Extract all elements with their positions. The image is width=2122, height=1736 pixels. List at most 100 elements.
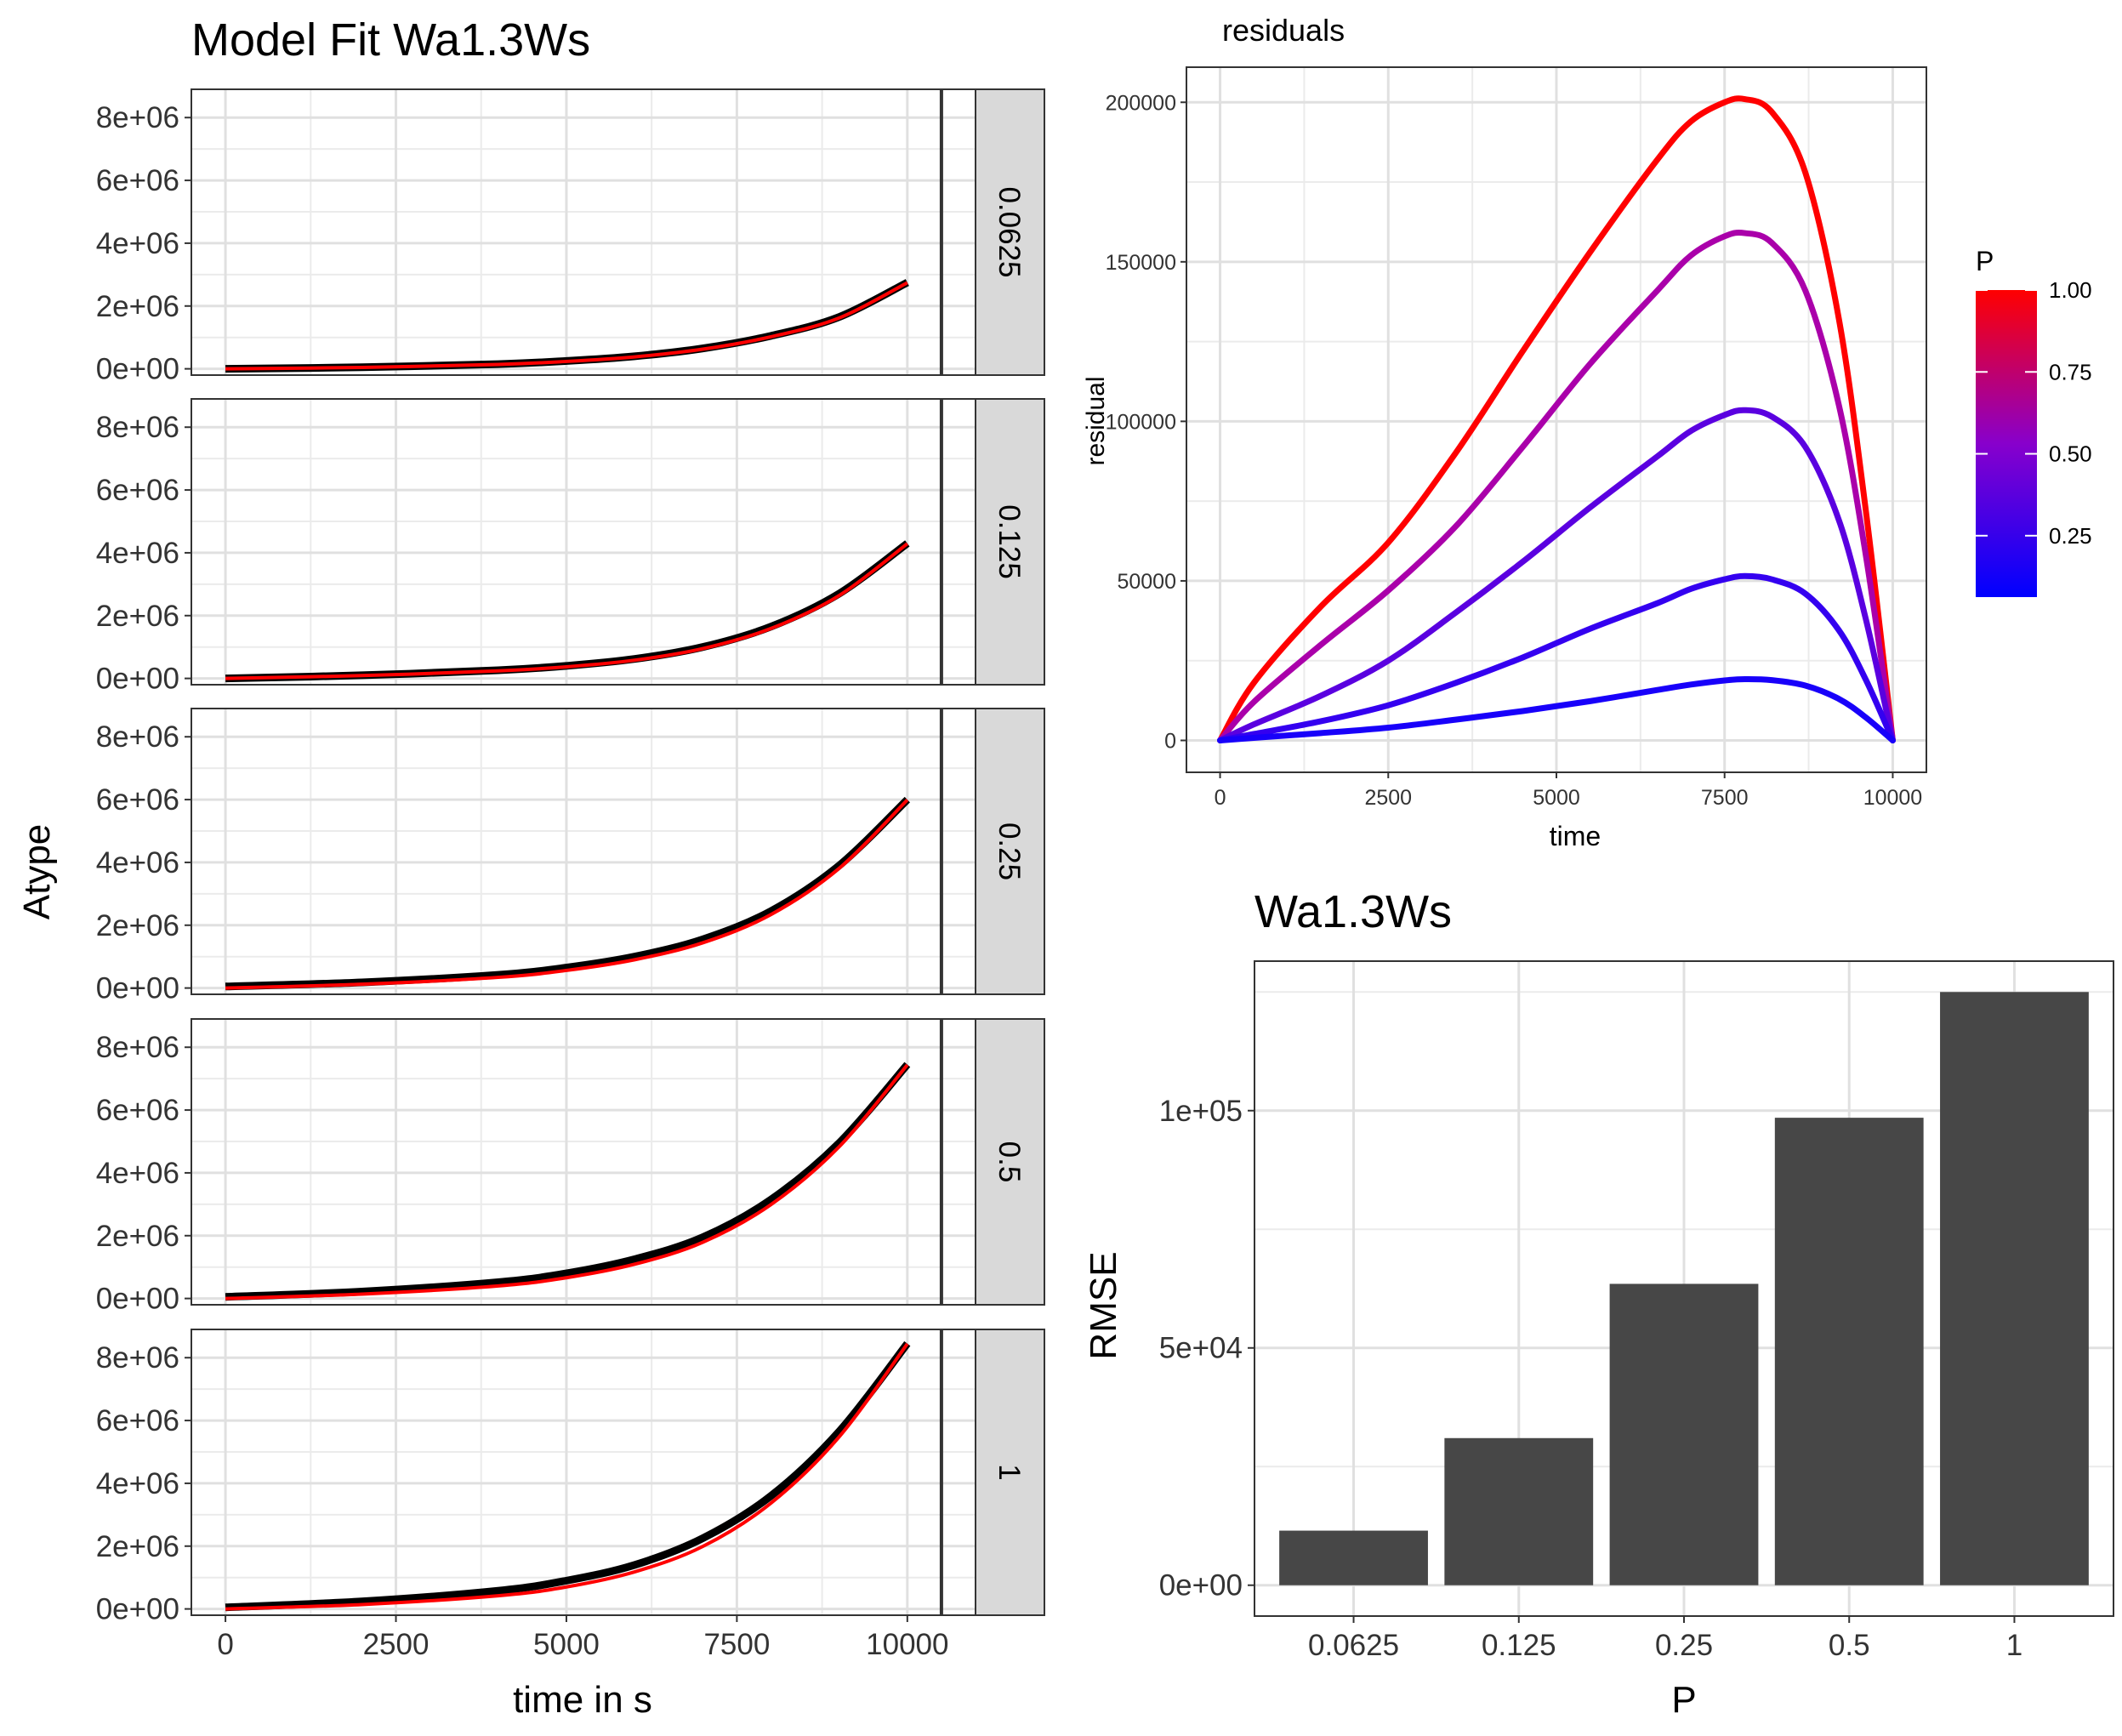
y-tick-label: 4e+06 (96, 1467, 179, 1500)
rmse-plot: 0e+00 5e+04 1e+05 0.0625 0.125 0.25 0.5 1 (1159, 960, 2114, 1662)
x-tick-label: 0.125 (1482, 1629, 1556, 1662)
facet-panels: 0.0625 0e+00 2e+06 4e+06 6e+06 8e+06 0.125 0e+0… (96, 88, 1045, 1626)
facet-strip-label: 0.125 (993, 504, 1026, 579)
y-tick-label: 6e+06 (96, 164, 179, 197)
facet-strip-label: 0.0625 (993, 186, 1026, 277)
fit-line-black (225, 796, 910, 991)
y-tick-label: 0e+00 (96, 663, 179, 696)
facet-strip (975, 708, 1045, 995)
y-tick-label: 8e+06 (96, 411, 179, 444)
rmse-bar (1609, 1284, 1759, 1585)
legend-title: P (1976, 246, 1994, 276)
y-tick-label: 150000 (1106, 251, 1176, 275)
data-line-red (225, 799, 909, 990)
residual-line (1217, 407, 1896, 743)
facet-strip (975, 1018, 1045, 1306)
y-tick-label: 5e+04 (1159, 1332, 1243, 1365)
model-fit-x-label: time in s (513, 1679, 652, 1721)
y-tick-label: 100000 (1106, 410, 1176, 434)
facet-strip (975, 1329, 1045, 1616)
rmse-bar (1279, 1530, 1428, 1585)
rmse-bar (1940, 992, 2089, 1585)
facet-x-axis: 0 2500 5000 7500 10000 (217, 1615, 948, 1661)
residual-line (1217, 572, 1896, 743)
y-tick-label: 50000 (1117, 570, 1176, 594)
y-tick-label: 2e+06 (96, 1220, 179, 1253)
x-tick-label: 0.5 (1829, 1629, 1870, 1662)
data-line-red (225, 542, 909, 680)
y-tick-label: 8e+06 (96, 1341, 179, 1375)
y-tick-label: 2e+06 (96, 600, 179, 633)
fit-line-black (225, 1062, 911, 1301)
x-tick-label: 1 (2006, 1629, 2022, 1662)
y-tick-label: 6e+06 (96, 474, 179, 507)
y-tick-label: 0 (1164, 729, 1176, 753)
panel-background (191, 1329, 976, 1615)
data-line-red (225, 281, 908, 371)
y-tick-label: 6e+06 (96, 1094, 179, 1127)
x-tick-label: 0 (217, 1628, 233, 1661)
model-fit-title: Model Fit Wa1.3Ws (191, 14, 590, 65)
y-tick-label: 6e+06 (96, 1404, 179, 1437)
x-tick-label: 0.0625 (1308, 1629, 1399, 1662)
residual-line (1217, 95, 1896, 743)
residuals-title: residuals (1222, 13, 1345, 48)
panel-background (191, 399, 976, 685)
legend-colorbar (1976, 290, 2037, 597)
legend-tick-label: 0.75 (2049, 359, 2092, 384)
model-fit-y-label: Atype (16, 824, 58, 920)
facet-strip-label: 1 (993, 1464, 1026, 1480)
x-tick-label: 10000 (1863, 786, 1923, 810)
facet-strip (975, 398, 1045, 686)
data-line-red (225, 1063, 909, 1301)
y-tick-label: 8e+06 (96, 1031, 179, 1064)
residuals-y-label: residual (1082, 376, 1110, 465)
panel-background (191, 709, 976, 994)
x-tick-label: 0.25 (1655, 1629, 1713, 1662)
y-tick-label: 2e+06 (96, 290, 179, 323)
rmse-bar (1774, 1118, 1924, 1585)
x-tick-label: 2500 (363, 1628, 430, 1661)
y-tick-label: 0e+00 (1159, 1569, 1243, 1602)
panel-background (191, 89, 976, 375)
y-tick-label: 6e+06 (96, 783, 179, 817)
rmse-bar (1444, 1437, 1594, 1585)
residual-line (1217, 230, 1896, 743)
facet-panel: 0.25 0e+00 2e+06 4e+06 6e+06 8e+06 (96, 708, 1045, 1005)
fit-line-black (225, 1340, 911, 1612)
facet-panel: 0.5 0e+00 2e+06 4e+06 6e+06 8e+06 (96, 1018, 1045, 1316)
x-tick-label: 2500 (1364, 786, 1412, 810)
x-tick-label: 10000 (866, 1628, 948, 1661)
data-line-red (225, 1342, 909, 1611)
x-tick-label: 5000 (1533, 786, 1580, 810)
x-tick-label: 7500 (1701, 786, 1749, 810)
y-tick-label: 4e+06 (96, 1157, 179, 1190)
y-tick-label: 0e+00 (96, 972, 179, 1005)
y-tick-label: 0e+00 (96, 1283, 179, 1316)
y-tick-label: 2e+06 (96, 909, 179, 942)
y-tick-label: 8e+06 (96, 720, 179, 754)
legend-tick-label: 1.00 (2049, 277, 2092, 303)
panel-background (191, 1019, 976, 1305)
facet-strip (975, 88, 1045, 376)
y-tick-label: 1e+05 (1159, 1095, 1243, 1128)
residuals-plot: 0 50000 100000 150000 200000 0 2500 5000 7500 100… (1106, 66, 1927, 810)
facet-strip-label: 0.5 (993, 1141, 1026, 1183)
x-tick-label: 7500 (703, 1628, 770, 1661)
x-tick-label: 5000 (533, 1628, 600, 1661)
rmse-x-label: P (1671, 1679, 1696, 1721)
y-tick-label: 8e+06 (96, 101, 179, 134)
y-tick-label: 200000 (1106, 91, 1176, 115)
y-tick-label: 0e+00 (96, 353, 179, 386)
rmse-y-label: RMSE (1083, 1251, 1124, 1359)
facet-strip-label: 0.25 (993, 822, 1026, 880)
facet-panel: 0.125 0e+00 2e+06 4e+06 6e+06 8e+06 (96, 398, 1045, 696)
x-tick-label: 0 (1215, 786, 1226, 810)
residuals-x-label: time (1550, 821, 1601, 851)
legend-tick-label: 0.50 (2049, 441, 2092, 467)
y-tick-label: 2e+06 (96, 1530, 179, 1563)
y-tick-label: 4e+06 (96, 537, 179, 570)
rmse-title: Wa1.3Ws (1254, 886, 1452, 937)
facet-panel: 0.0625 0e+00 2e+06 4e+06 6e+06 8e+06 (96, 88, 1045, 386)
